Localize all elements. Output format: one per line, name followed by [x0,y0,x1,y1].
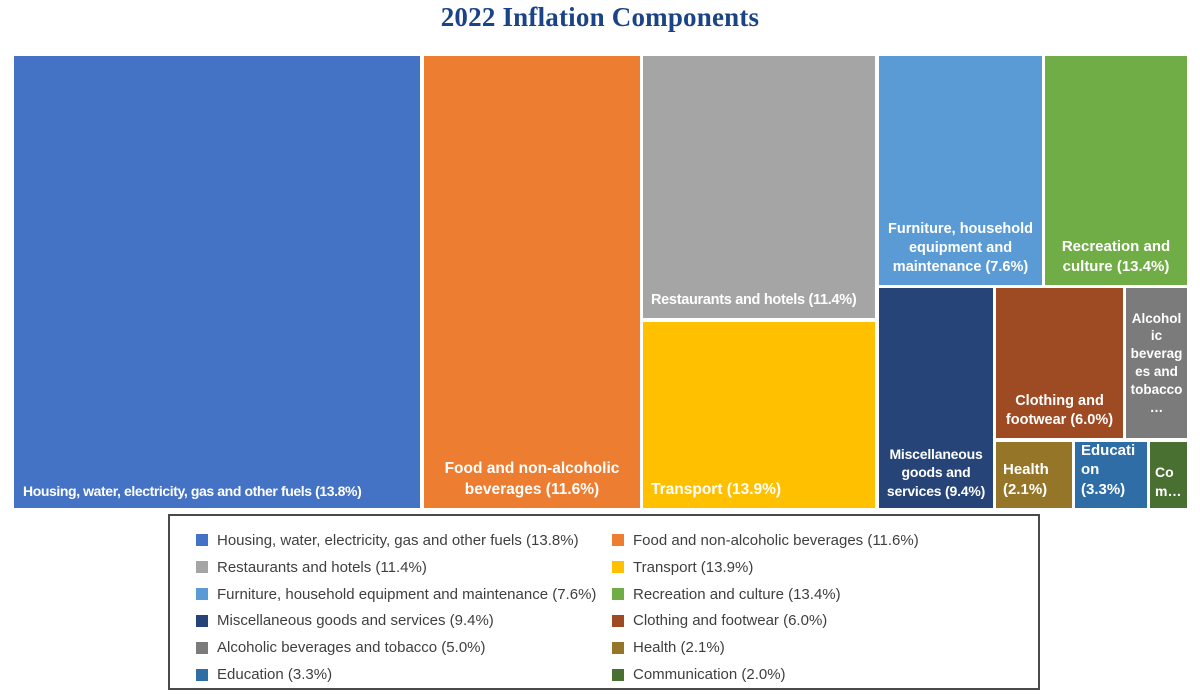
treemap-tile-health: Health (2.1%) [996,442,1072,508]
legend-label: Furniture, household equipment and maint… [217,585,597,603]
legend-entry-restaurants: Restaurants and hotels (11.4%) [196,554,612,581]
legend-entry-clothing: Clothing and footwear (6.0%) [612,607,1038,634]
tile-label: Restaurants and hotels (11.4%) [651,291,857,308]
legend-marker-icon [196,561,208,574]
treemap-tile-miscellaneous: Miscellaneous goods and services (9.4%) [879,288,993,508]
legend-entry-education: Education (3.3%) [196,661,612,688]
legend-marker-icon [196,534,208,547]
tile-label: Education (3.3%) [1081,442,1136,499]
legend-label: Health (2.1%) [633,639,725,657]
legend-marker-icon [612,561,624,574]
legend-entry-recreation: Recreation and culture (13.4%) [612,581,1038,608]
treemap-tile-education: Education (3.3%) [1075,442,1147,508]
tile-label: Recreation and culture (13.4%) [1061,238,1171,276]
treemap-tile-transport: Transport (13.9%) [643,322,875,508]
legend-marker-icon [612,534,624,547]
legend-marker-icon [612,614,624,627]
tile-label: Housing, water, electricity, gas and oth… [23,482,362,499]
treemap-tile-clothing: Clothing and footwear (6.0%) [996,288,1123,438]
legend-marker-icon [196,668,208,681]
legend-label: Food and non-alcoholic beverages (11.6%) [633,531,919,549]
legend-marker-icon [612,588,624,601]
treemap-tile-furniture: Furniture, household equipment and maint… [879,56,1042,285]
treemap-chart: Housing, water, electricity, gas and oth… [14,56,1187,508]
tile-label: Com… [1155,464,1182,499]
legend-entry-miscellaneous: Miscellaneous goods and services (9.4%) [196,607,612,634]
treemap-tile-alcoholic-beverages: Alcoholic beverages and tobacco… [1126,288,1187,438]
legend-entry-transport: Transport (13.9%) [612,554,1038,581]
legend-label: Restaurants and hotels (11.4%) [217,558,427,576]
legend-marker-icon [612,641,624,654]
tile-label: Miscellaneous goods and services (9.4%) [886,445,986,499]
treemap-tile-food: Food and non-alcoholic beverages (11.6%) [424,56,640,508]
legend-entry-furniture: Furniture, household equipment and maint… [196,581,612,608]
legend-entry-food: Food and non-alcoholic beverages (11.6%) [612,527,1038,554]
treemap-tile-restaurants: Restaurants and hotels (11.4%) [643,56,875,318]
legend-column-left: Housing, water, electricity, gas and oth… [196,527,612,688]
chart-title: 2022 Inflation Components [440,2,760,32]
legend-label: Housing, water, electricity, gas and oth… [217,531,579,549]
legend-label: Transport (13.9%) [633,558,754,576]
legend-label: Recreation and culture (13.4%) [633,585,841,603]
legend-entry-housing: Housing, water, electricity, gas and oth… [196,527,612,554]
tile-label: Alcoholic beverages and tobacco… [1130,310,1183,415]
tile-label: Health (2.1%) [1003,461,1049,499]
chart-legend: Housing, water, electricity, gas and oth… [168,514,1040,690]
tile-label: Furniture, household equipment and maint… [888,220,1033,275]
legend-label: Alcoholic beverages and tobacco (5.0%) [217,639,486,657]
legend-marker-icon [196,588,208,601]
treemap-tile-communication: Com… [1150,442,1187,508]
tile-label: Food and non-alcoholic beverages (11.6%) [444,460,620,498]
tile-label: Transport (13.9%) [651,480,782,498]
legend-marker-icon [196,614,208,627]
legend-label: Education (3.3%) [217,666,333,684]
legend-entry-alcoholic-beverages: Alcoholic beverages and tobacco (5.0%) [196,634,612,661]
legend-label: Clothing and footwear (6.0%) [633,612,828,630]
treemap-tile-housing: Housing, water, electricity, gas and oth… [14,56,420,508]
legend-marker-icon [196,641,208,654]
legend-label: Communication (2.0%) [633,666,786,684]
legend-entry-communication: Communication (2.0%) [612,661,1038,688]
legend-column-right: Food and non-alcoholic beverages (11.6%)… [612,527,1038,688]
legend-label: Miscellaneous goods and services (9.4%) [217,612,494,630]
legend-marker-icon [612,668,624,681]
legend-entry-health: Health (2.1%) [612,634,1038,661]
treemap-tile-recreation: Recreation and culture (13.4%) [1045,56,1187,285]
tile-label: Clothing and footwear (6.0%) [1005,392,1114,428]
